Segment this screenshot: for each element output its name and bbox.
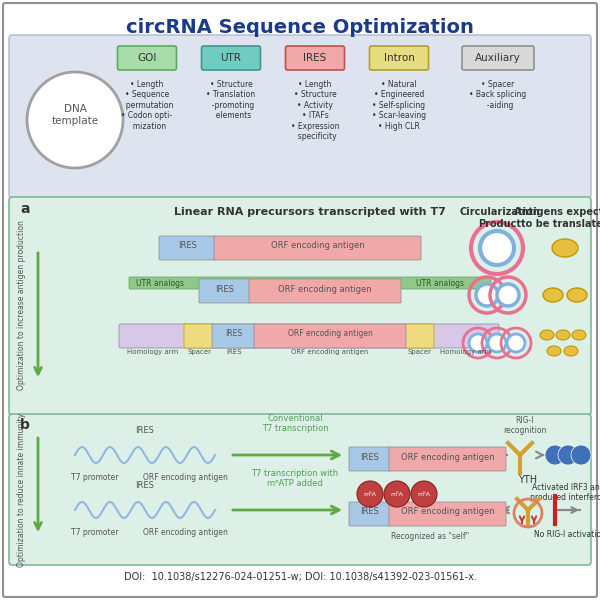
FancyBboxPatch shape [462,46,534,70]
FancyBboxPatch shape [184,324,214,348]
Text: m⁶A: m⁶A [418,491,430,497]
FancyBboxPatch shape [9,35,591,198]
Circle shape [558,445,578,465]
Text: Optimization to reduce innate immunity: Optimization to reduce innate immunity [17,413,26,567]
Text: ORF encoding antigen: ORF encoding antigen [278,284,372,293]
Circle shape [545,445,565,465]
Circle shape [507,334,525,352]
Text: Recognized as "self": Recognized as "self" [391,532,469,541]
Circle shape [384,481,410,507]
Text: ORF encoding antigen: ORF encoding antigen [271,241,364,251]
Circle shape [497,284,519,306]
Text: Spacer: Spacer [187,349,211,355]
Circle shape [357,481,383,507]
Text: UTR: UTR [221,53,241,63]
Ellipse shape [572,330,586,340]
FancyBboxPatch shape [9,197,591,415]
Text: IRES: IRES [178,241,197,251]
Text: • Natural
• Engineered
• Self-splicing
• Scar-leaving
• High CLR: • Natural • Engineered • Self-splicing •… [372,80,426,131]
Text: ORF encoding antigen: ORF encoding antigen [401,452,494,461]
Text: IRES: IRES [361,508,379,517]
Text: ORF encoding antigen: ORF encoding antigen [143,528,227,537]
FancyBboxPatch shape [370,46,428,70]
Text: T7 promoter: T7 promoter [71,473,119,482]
Ellipse shape [547,346,561,356]
Circle shape [411,481,437,507]
Ellipse shape [564,346,578,356]
Circle shape [571,445,591,465]
Circle shape [488,334,506,352]
Text: b: b [20,418,30,432]
FancyBboxPatch shape [404,324,434,348]
FancyBboxPatch shape [286,46,344,70]
FancyBboxPatch shape [9,414,591,565]
Circle shape [480,231,514,265]
Text: Intron: Intron [383,53,415,63]
Text: ORF encoding antigen: ORF encoding antigen [292,349,368,355]
Text: No RIG-I activation: No RIG-I activation [534,530,600,539]
FancyBboxPatch shape [3,3,597,597]
FancyBboxPatch shape [249,279,401,303]
Text: Homology arm: Homology arm [440,349,491,355]
Text: GOI: GOI [137,53,157,63]
Text: Conventional
T7 transcription: Conventional T7 transcription [262,413,328,433]
Text: Homology arm: Homology arm [127,349,178,355]
Text: YTH: YTH [518,475,538,485]
Text: Antigens expected
to be translated: Antigens expected to be translated [514,207,600,229]
FancyBboxPatch shape [349,447,391,471]
FancyBboxPatch shape [349,502,391,526]
FancyBboxPatch shape [119,324,499,348]
Ellipse shape [552,239,578,257]
Text: Circularization
Product: Circularization Product [460,207,541,229]
Text: IRES: IRES [215,284,235,293]
Text: IRES: IRES [304,53,326,63]
Text: IRES: IRES [226,349,242,355]
FancyBboxPatch shape [214,236,421,260]
Text: ORF encoding antigen: ORF encoding antigen [287,329,373,338]
Text: UTR analogs: UTR analogs [136,278,184,287]
Text: T7 promoter: T7 promoter [71,528,119,537]
Text: • Length
• Sequence
  permutation
• Codon opti-
  mization: • Length • Sequence permutation • Codon … [121,80,173,131]
Text: RIG-I
recognition: RIG-I recognition [503,416,547,435]
Circle shape [469,334,487,352]
FancyBboxPatch shape [129,277,491,289]
Text: • Length
• Structure
• Activity
• ITAFs
• Expression
  specificity: • Length • Structure • Activity • ITAFs … [291,80,339,141]
FancyBboxPatch shape [199,279,251,303]
Circle shape [27,72,123,168]
FancyBboxPatch shape [254,324,406,348]
Text: Linear RNA precursors transcripted with T7: Linear RNA precursors transcripted with … [174,207,446,217]
FancyBboxPatch shape [389,502,506,526]
Text: circRNA Sequence Optimization: circRNA Sequence Optimization [126,18,474,37]
Ellipse shape [556,330,570,340]
FancyBboxPatch shape [118,46,176,70]
Text: T7 transcription with
m⁶ATP added: T7 transcription with m⁶ATP added [251,469,338,488]
Ellipse shape [567,288,587,302]
Text: DNA
template: DNA template [52,104,98,126]
Text: IRES: IRES [136,426,154,435]
FancyBboxPatch shape [159,236,216,260]
FancyBboxPatch shape [212,324,256,348]
Text: UTR analogs: UTR analogs [416,278,464,287]
Text: ORF encoding antigen: ORF encoding antigen [401,508,494,517]
Text: Auxiliary: Auxiliary [475,53,521,63]
Text: IRES: IRES [361,452,379,461]
Text: • Structure
• Translation
  -promoting
  elements: • Structure • Translation -promoting ele… [206,80,256,120]
Text: Optimization to increase antigen production: Optimization to increase antigen product… [17,220,26,390]
Text: m⁶A: m⁶A [364,491,376,497]
Text: Activated IRF3 and
produced interferon: Activated IRF3 and produced interferon [530,483,600,502]
Text: m⁶A: m⁶A [391,491,403,497]
Text: ORF encoding antigen: ORF encoding antigen [143,473,227,482]
Ellipse shape [540,330,554,340]
Circle shape [476,284,498,306]
Text: • Spacer
• Back splicing
  -aiding: • Spacer • Back splicing -aiding [469,80,527,110]
FancyBboxPatch shape [389,447,506,471]
Text: IRES: IRES [226,329,242,338]
FancyBboxPatch shape [202,46,260,70]
Ellipse shape [543,288,563,302]
Text: Spacer: Spacer [407,349,431,355]
Text: IRES: IRES [136,481,154,490]
Text: DOI:  10.1038/s12276-024-01251-w; DOI: 10.1038/s41392-023-01561-x.: DOI: 10.1038/s12276-024-01251-w; DOI: 10… [124,572,476,582]
Text: a: a [20,202,29,216]
